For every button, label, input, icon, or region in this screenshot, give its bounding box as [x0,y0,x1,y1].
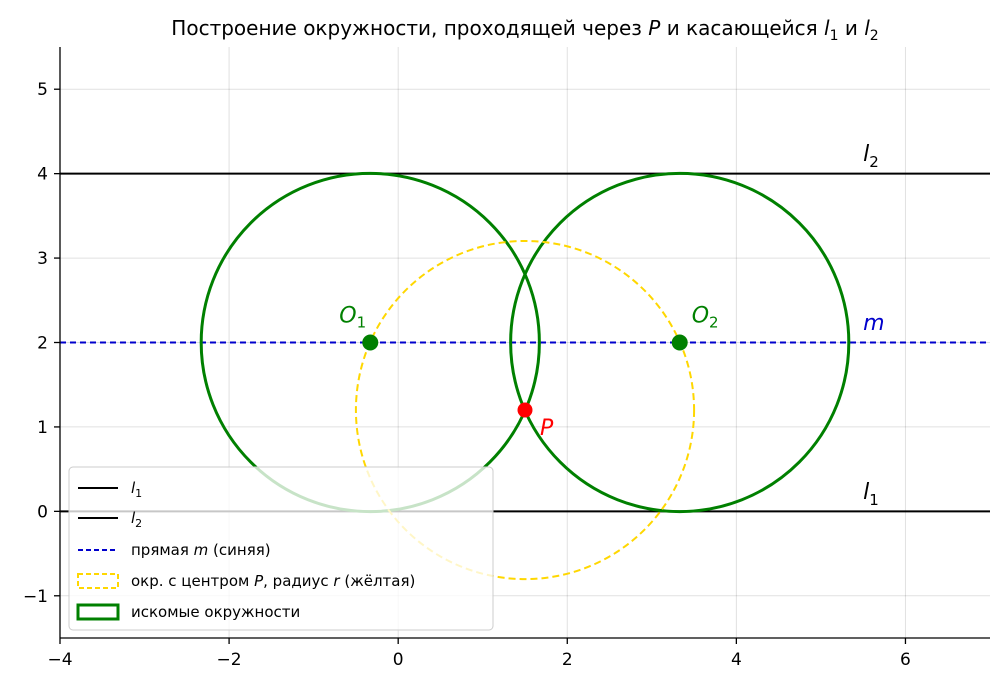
y-tick-label: 0 [37,502,48,522]
x-tick-label: −4 [47,650,72,670]
legend-swatch-3 [77,573,119,589]
y-tick-label: −1 [23,587,48,607]
y-tick-label: 4 [37,165,48,185]
legend-swatch-4 [76,603,120,621]
y-tick-label: 5 [37,80,48,100]
aux-circle [354,239,696,581]
center-point-2 [671,334,688,351]
legend-label-2: прямая m (синяя) [131,541,271,559]
line-label-1: m [863,311,884,336]
x-tick-label: 4 [731,650,742,670]
legend-label-0: l1 [131,479,142,500]
x-tick-label: 2 [562,650,573,670]
point-P-label: P [540,416,554,441]
legend: l1 l2 прямая m (синяя) окр. с центром P, ра… [68,466,494,631]
x-tick-label: −2 [217,650,242,670]
center-point-1 [362,334,379,351]
legend-label-4: искомые окружности [131,603,300,621]
y-tick-label: 2 [37,334,48,354]
point-P [517,402,533,418]
center-label-2: O2 [692,304,719,332]
line-label-2: l1 [863,480,879,509]
y-tick-label: 1 [37,418,48,438]
tick-labels: −4 −2 0 2 4 6 −1 0 1 2 3 4 5 [23,80,911,670]
chart-title: Построение окружности, проходящей через … [171,16,878,44]
plot-content: O1 O2 Pl2 m l1 [60,142,990,581]
legend-label-1: l2 [131,509,142,530]
y-tick-label: 3 [37,249,48,269]
x-tick-label: 0 [393,650,404,670]
solution-circle-2 [509,171,851,514]
legend-box [68,466,494,631]
line-label-0: l2 [863,142,879,171]
x-tick-label: 6 [900,650,911,670]
center-label-1: O1 [339,304,366,332]
title-text: Построение окружности, проходящей через … [171,16,878,44]
legend-label-3: окр. с центром P, радиус r (жёлтая) [131,572,415,590]
